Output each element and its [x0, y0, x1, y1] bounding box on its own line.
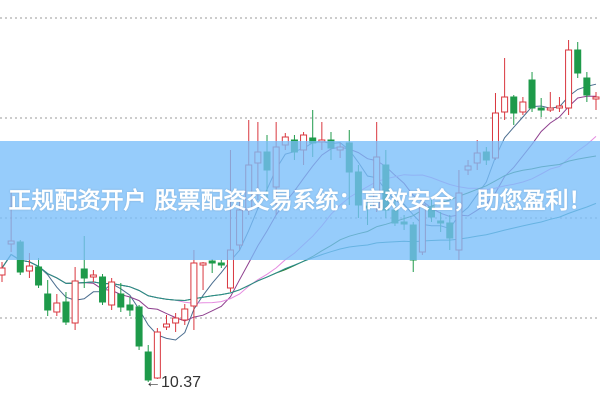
candle-up [501, 96, 509, 113]
candle-up [153, 331, 161, 379]
candle-up [181, 308, 189, 321]
title-banner: 正规配资开户 股票配资交易系统：高效安全，助您盈利！ [0, 141, 600, 260]
candle-up [172, 317, 180, 324]
low-price-annotation: ←10.37 [145, 374, 202, 391]
candle-down [44, 293, 52, 311]
candle-up [519, 101, 527, 113]
candle-up [71, 280, 79, 324]
candle-down [537, 107, 545, 111]
candle-up [199, 262, 207, 266]
candle-down [126, 304, 134, 311]
candle-down [583, 77, 591, 96]
candle-down [35, 266, 43, 286]
candle-up [546, 107, 554, 111]
candle-down [574, 49, 582, 74]
candle-up [592, 96, 600, 100]
candle-down [80, 268, 88, 279]
candle-down [135, 306, 143, 347]
banner-title: 正规配资开户 股票配资交易系统：高效安全，助您盈利！ [8, 187, 592, 214]
candle-up [25, 265, 33, 272]
candle-down [99, 276, 107, 303]
candle-up [555, 105, 563, 109]
candle-up [53, 302, 61, 313]
candle-down [144, 351, 152, 381]
candle-down [510, 96, 518, 114]
candle-down [117, 293, 125, 308]
candle-up [0, 267, 6, 276]
candle-down [528, 79, 536, 109]
candle-up [89, 274, 97, 278]
candle-down [208, 260, 216, 264]
candle-up [565, 49, 573, 109]
candle-down [217, 262, 225, 266]
candle-up [162, 323, 170, 328]
candle-up [108, 281, 116, 306]
candle-down [62, 301, 70, 323]
candle-up [190, 262, 198, 307]
